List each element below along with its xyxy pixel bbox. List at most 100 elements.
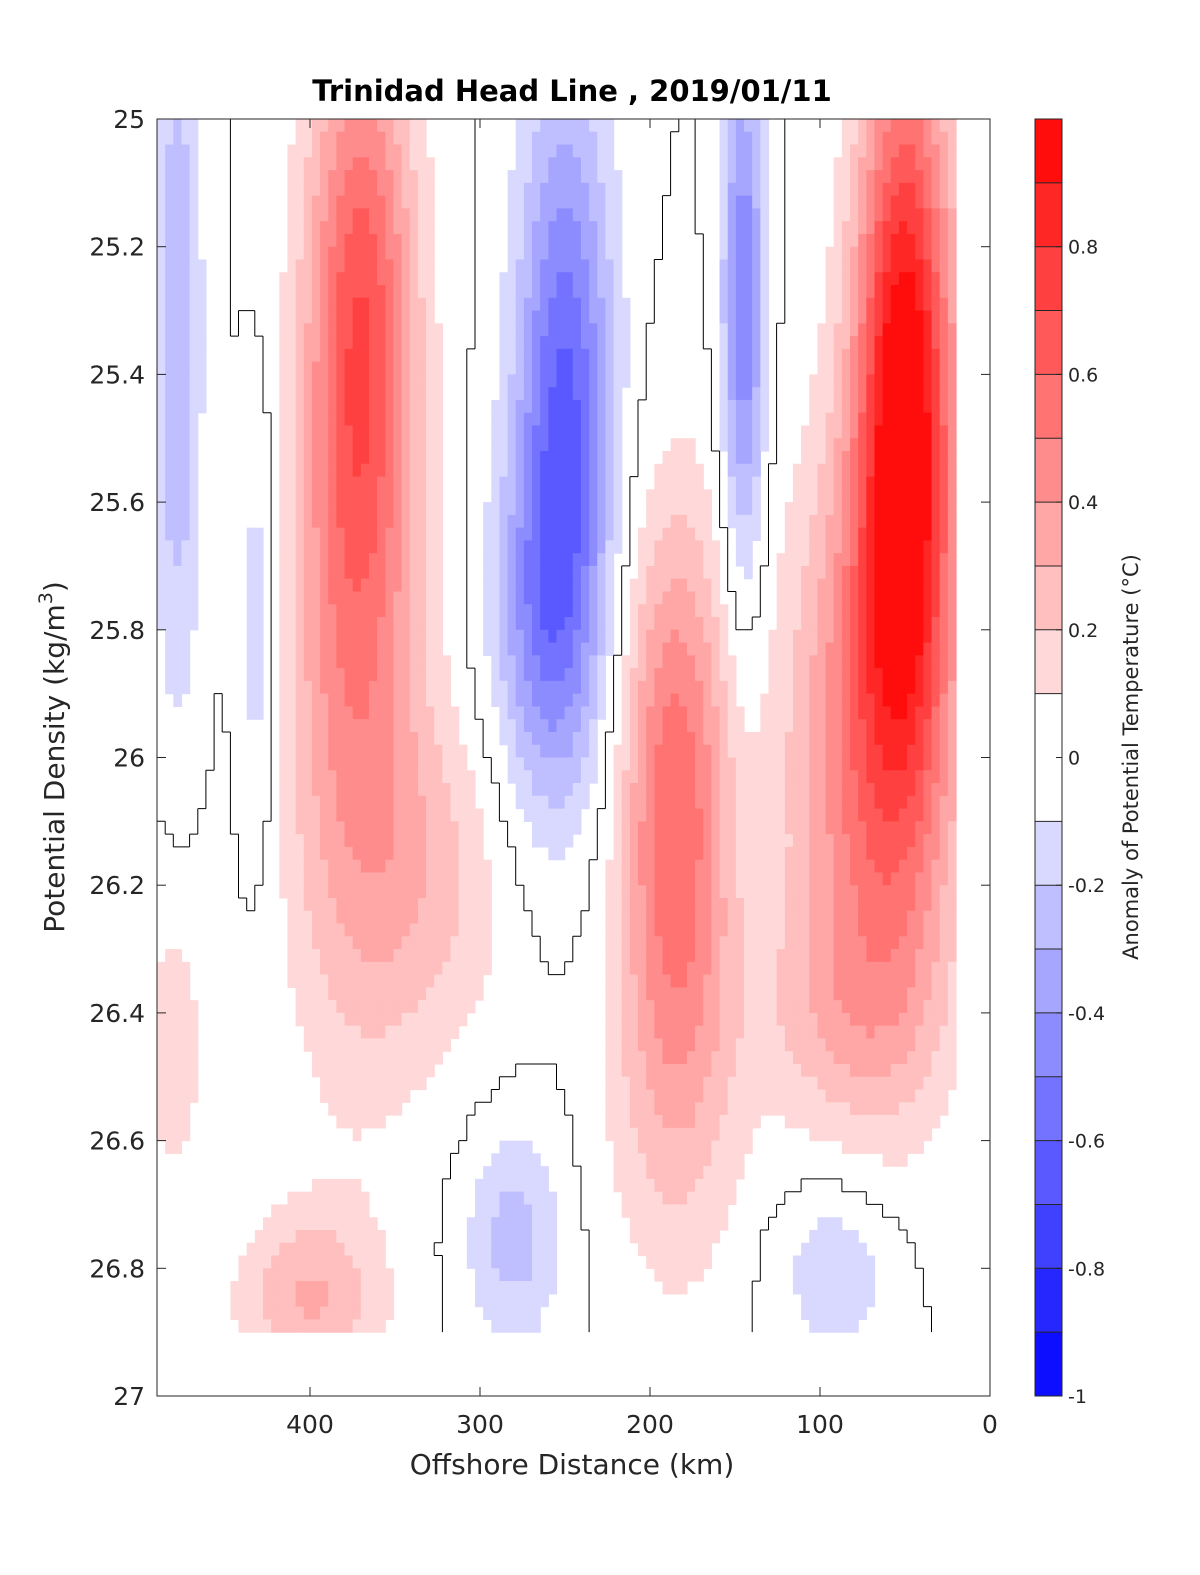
heatmap-cell — [336, 323, 346, 337]
heatmap-cell — [866, 642, 876, 656]
heatmap-cell — [752, 361, 761, 375]
heatmap-cell — [882, 195, 892, 209]
heatmap-cell — [434, 961, 443, 976]
heatmap-cell — [556, 846, 566, 861]
heatmap-cell — [646, 846, 655, 861]
heatmap-cell — [474, 936, 484, 950]
heatmap-cell — [181, 668, 191, 682]
heatmap-cell — [670, 553, 680, 567]
heatmap-cell — [890, 731, 900, 746]
heatmap-cell — [915, 540, 924, 554]
heatmap-cell — [817, 655, 827, 669]
heatmap-cell — [401, 527, 411, 542]
heatmap-cell — [279, 412, 289, 427]
heatmap-cell — [882, 540, 892, 554]
heatmap-cell — [287, 604, 297, 618]
heatmap-cell — [890, 259, 900, 273]
heatmap-cell — [532, 451, 541, 465]
heatmap-cell — [727, 1038, 737, 1052]
heatmap-cell — [686, 463, 696, 478]
heatmap-cell — [409, 527, 419, 542]
heatmap-cell — [841, 348, 851, 363]
heatmap-cell — [499, 476, 509, 490]
heatmap-cell — [548, 489, 558, 503]
heatmap-cell — [915, 1000, 924, 1014]
heatmap-cell — [474, 859, 484, 874]
heatmap-cell — [874, 885, 884, 899]
heatmap-cell — [157, 1025, 166, 1040]
heatmap-cell — [792, 604, 802, 618]
heatmap-cell — [311, 846, 321, 861]
heatmap-cell — [817, 617, 827, 631]
heatmap-cell — [189, 246, 199, 261]
heatmap-cell — [189, 221, 199, 235]
heatmap-cell — [841, 451, 851, 465]
heatmap-cell — [833, 885, 843, 899]
heatmap-cell — [377, 348, 386, 363]
heatmap-cell — [817, 399, 827, 414]
heatmap-cell — [686, 668, 696, 682]
heatmap-cell — [801, 617, 810, 631]
heatmap-cell — [923, 412, 933, 427]
heatmap-cell — [303, 361, 313, 375]
heatmap-cell — [181, 514, 191, 529]
heatmap-cell — [417, 642, 427, 656]
heatmap-cell — [401, 144, 411, 158]
heatmap-cell — [915, 233, 924, 248]
heatmap-cell — [931, 936, 941, 950]
heatmap-cell — [939, 1025, 949, 1040]
heatmap-cell — [833, 617, 843, 631]
heatmap-cell — [841, 834, 851, 848]
heatmap-cell — [165, 1025, 174, 1040]
heatmap-cell — [670, 949, 680, 963]
heatmap-cell — [580, 629, 590, 644]
heatmap-cell — [589, 157, 598, 171]
heatmap-cell — [882, 1000, 892, 1014]
heatmap-cell — [890, 923, 900, 937]
heatmap-cell — [629, 795, 639, 810]
heatmap-cell — [735, 808, 745, 822]
heatmap-cell — [638, 617, 647, 631]
heatmap-cell — [564, 757, 574, 771]
heatmap-cell — [801, 463, 810, 478]
heatmap-cell — [393, 680, 403, 695]
heatmap-cell — [792, 680, 802, 695]
heatmap-cell — [336, 131, 346, 146]
heatmap-cell — [744, 502, 753, 516]
heatmap-cell — [703, 846, 713, 861]
heatmap-cell — [377, 182, 386, 197]
heatmap-cell — [752, 834, 761, 848]
heatmap-cell — [344, 425, 354, 439]
heatmap-cell — [841, 476, 851, 490]
heatmap-cell — [882, 974, 892, 988]
heatmap-cell — [711, 1038, 721, 1052]
heatmap-cell — [882, 233, 892, 248]
heatmap-cell — [385, 1000, 395, 1014]
heatmap-cell — [890, 336, 900, 350]
heatmap-cell — [833, 923, 843, 937]
heatmap-cell — [295, 157, 305, 171]
heatmap-cell — [907, 246, 916, 261]
heatmap-cell — [646, 489, 655, 503]
heatmap-cell — [523, 795, 533, 810]
heatmap-cell — [629, 783, 639, 797]
heatmap-cell — [727, 897, 737, 912]
heatmap-cell — [393, 348, 403, 363]
heatmap-cell — [173, 578, 183, 593]
heatmap-cell — [532, 591, 541, 605]
heatmap-cell — [311, 272, 321, 286]
heatmap-cell — [287, 540, 297, 554]
heatmap-cell — [328, 1025, 337, 1040]
heatmap-cell — [646, 565, 655, 580]
heatmap-cell — [246, 527, 256, 542]
heatmap-cell — [874, 233, 884, 248]
heatmap-cell — [352, 808, 362, 822]
heatmap-cell — [939, 310, 949, 324]
heatmap-cell — [426, 182, 435, 197]
heatmap-cell — [711, 578, 721, 593]
heatmap-cell — [907, 195, 916, 209]
heatmap-cell — [817, 553, 827, 567]
heatmap-cell — [548, 246, 558, 261]
heatmap-cell — [817, 719, 827, 733]
heatmap-cell — [768, 783, 778, 797]
